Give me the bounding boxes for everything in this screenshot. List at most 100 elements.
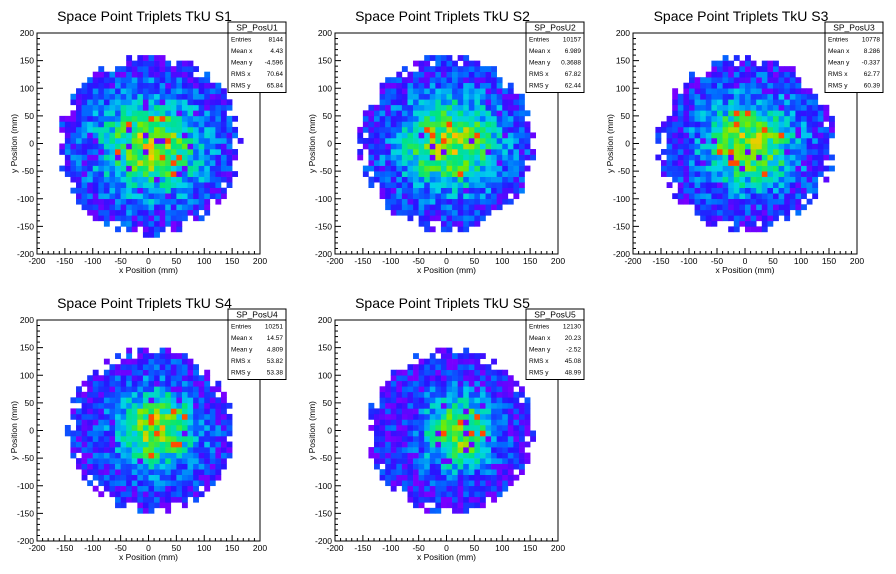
heatmap-bin bbox=[784, 110, 791, 117]
heatmap-bin bbox=[109, 77, 116, 84]
heatmap-bin bbox=[385, 88, 392, 95]
y-tick-label: -100 bbox=[315, 481, 332, 491]
heatmap-bin bbox=[518, 143, 525, 150]
heatmap-bin bbox=[103, 375, 110, 382]
heatmap-bin bbox=[181, 485, 188, 492]
heatmap-bin bbox=[176, 397, 183, 404]
heatmap-bin bbox=[429, 215, 436, 222]
heatmap-bin bbox=[750, 204, 757, 211]
heatmap-bin bbox=[485, 463, 492, 470]
heatmap-bin bbox=[92, 115, 99, 122]
heatmap-bin bbox=[374, 110, 380, 117]
heatmap-bin bbox=[711, 77, 718, 84]
heatmap-bin bbox=[683, 149, 690, 155]
heatmap-bin bbox=[193, 491, 199, 498]
heatmap-bin bbox=[502, 441, 509, 448]
heatmap-bin bbox=[176, 176, 183, 183]
heatmap-bin bbox=[773, 176, 779, 183]
heatmap-bin bbox=[176, 424, 183, 431]
heatmap-bin bbox=[385, 441, 392, 448]
heatmap-bin bbox=[98, 165, 105, 172]
x-tick-label: -100 bbox=[84, 543, 101, 553]
heatmap-bin bbox=[379, 413, 386, 420]
heatmap-bin bbox=[733, 71, 740, 78]
heatmap-bin bbox=[154, 110, 160, 117]
heatmap-bin bbox=[689, 154, 695, 161]
heatmap-bin bbox=[745, 93, 751, 100]
heatmap-bin bbox=[126, 413, 133, 420]
heatmap-bin bbox=[390, 463, 397, 470]
heatmap-bin bbox=[530, 154, 537, 161]
heatmap-bin bbox=[131, 71, 138, 78]
heatmap-bin bbox=[784, 143, 791, 150]
heatmap-bin bbox=[215, 126, 222, 133]
heatmap-bin bbox=[418, 93, 425, 100]
heatmap-bin bbox=[187, 160, 194, 166]
heatmap-bin bbox=[474, 154, 481, 161]
heatmap-bin bbox=[176, 447, 183, 453]
heatmap-bin bbox=[390, 408, 397, 415]
heatmap-bin bbox=[717, 115, 723, 122]
heatmap-bin bbox=[165, 447, 172, 453]
heatmap-bin bbox=[181, 353, 188, 359]
heatmap-bin bbox=[496, 193, 503, 200]
heatmap-bin bbox=[390, 165, 397, 172]
heatmap-bin bbox=[479, 452, 486, 459]
heatmap-bin bbox=[59, 121, 66, 128]
heatmap-bin bbox=[413, 397, 419, 404]
heatmap-bin bbox=[689, 77, 695, 84]
heatmap-bin bbox=[385, 93, 392, 100]
heatmap-bin bbox=[170, 176, 177, 183]
heatmap-bin bbox=[165, 397, 172, 404]
heatmap-bin bbox=[806, 110, 813, 117]
chart-title: Space Point Triplets TkU S4 bbox=[57, 295, 232, 311]
heatmap-bin bbox=[142, 99, 149, 106]
heatmap-bin bbox=[142, 60, 149, 67]
heatmap-bin bbox=[507, 104, 514, 111]
heatmap-bin bbox=[413, 71, 419, 78]
heatmap-bin bbox=[76, 110, 82, 117]
heatmap-bin bbox=[823, 104, 830, 111]
heatmap-bin bbox=[463, 380, 470, 387]
heatmap-bin bbox=[120, 458, 127, 464]
heatmap-bin bbox=[446, 397, 453, 404]
heatmap-bin bbox=[390, 104, 397, 111]
heatmap-bin bbox=[761, 99, 768, 106]
stats-label: RMS y bbox=[828, 83, 848, 90]
heatmap-bin bbox=[513, 149, 520, 155]
heatmap-bin bbox=[115, 104, 121, 111]
heatmap-bin bbox=[193, 193, 199, 200]
heatmap-bin bbox=[479, 391, 486, 398]
heatmap-bin bbox=[773, 77, 779, 84]
heatmap-bin bbox=[479, 502, 486, 509]
heatmap-bin bbox=[170, 171, 177, 177]
heatmap-bin bbox=[148, 408, 155, 415]
heatmap-bin bbox=[115, 369, 121, 376]
heatmap-bin bbox=[773, 60, 779, 67]
heatmap-bin bbox=[390, 436, 397, 442]
heatmap-bin bbox=[446, 143, 453, 150]
heatmap-bin bbox=[148, 60, 155, 67]
heatmap-bin bbox=[92, 165, 99, 172]
heatmap-bin bbox=[198, 386, 205, 393]
heatmap-bin bbox=[154, 358, 160, 365]
heatmap-bin bbox=[170, 88, 177, 95]
heatmap-bin bbox=[76, 391, 82, 398]
heatmap-bin bbox=[739, 121, 746, 128]
heatmap-bin bbox=[374, 458, 380, 464]
heatmap-bin bbox=[429, 121, 436, 128]
heatmap-bin bbox=[761, 126, 768, 133]
heatmap-bin bbox=[154, 193, 160, 200]
heatmap-bin bbox=[165, 480, 172, 487]
heatmap-bin bbox=[70, 441, 77, 448]
heatmap-bin bbox=[187, 386, 194, 393]
heatmap-bin bbox=[479, 424, 486, 431]
heatmap-bin bbox=[474, 502, 481, 509]
heatmap-bin bbox=[176, 165, 183, 172]
heatmap-bin bbox=[204, 386, 211, 393]
heatmap-bin bbox=[717, 126, 723, 133]
heatmap-bin bbox=[474, 209, 481, 216]
heatmap-bin bbox=[513, 165, 520, 172]
heatmap-bin bbox=[418, 176, 425, 183]
